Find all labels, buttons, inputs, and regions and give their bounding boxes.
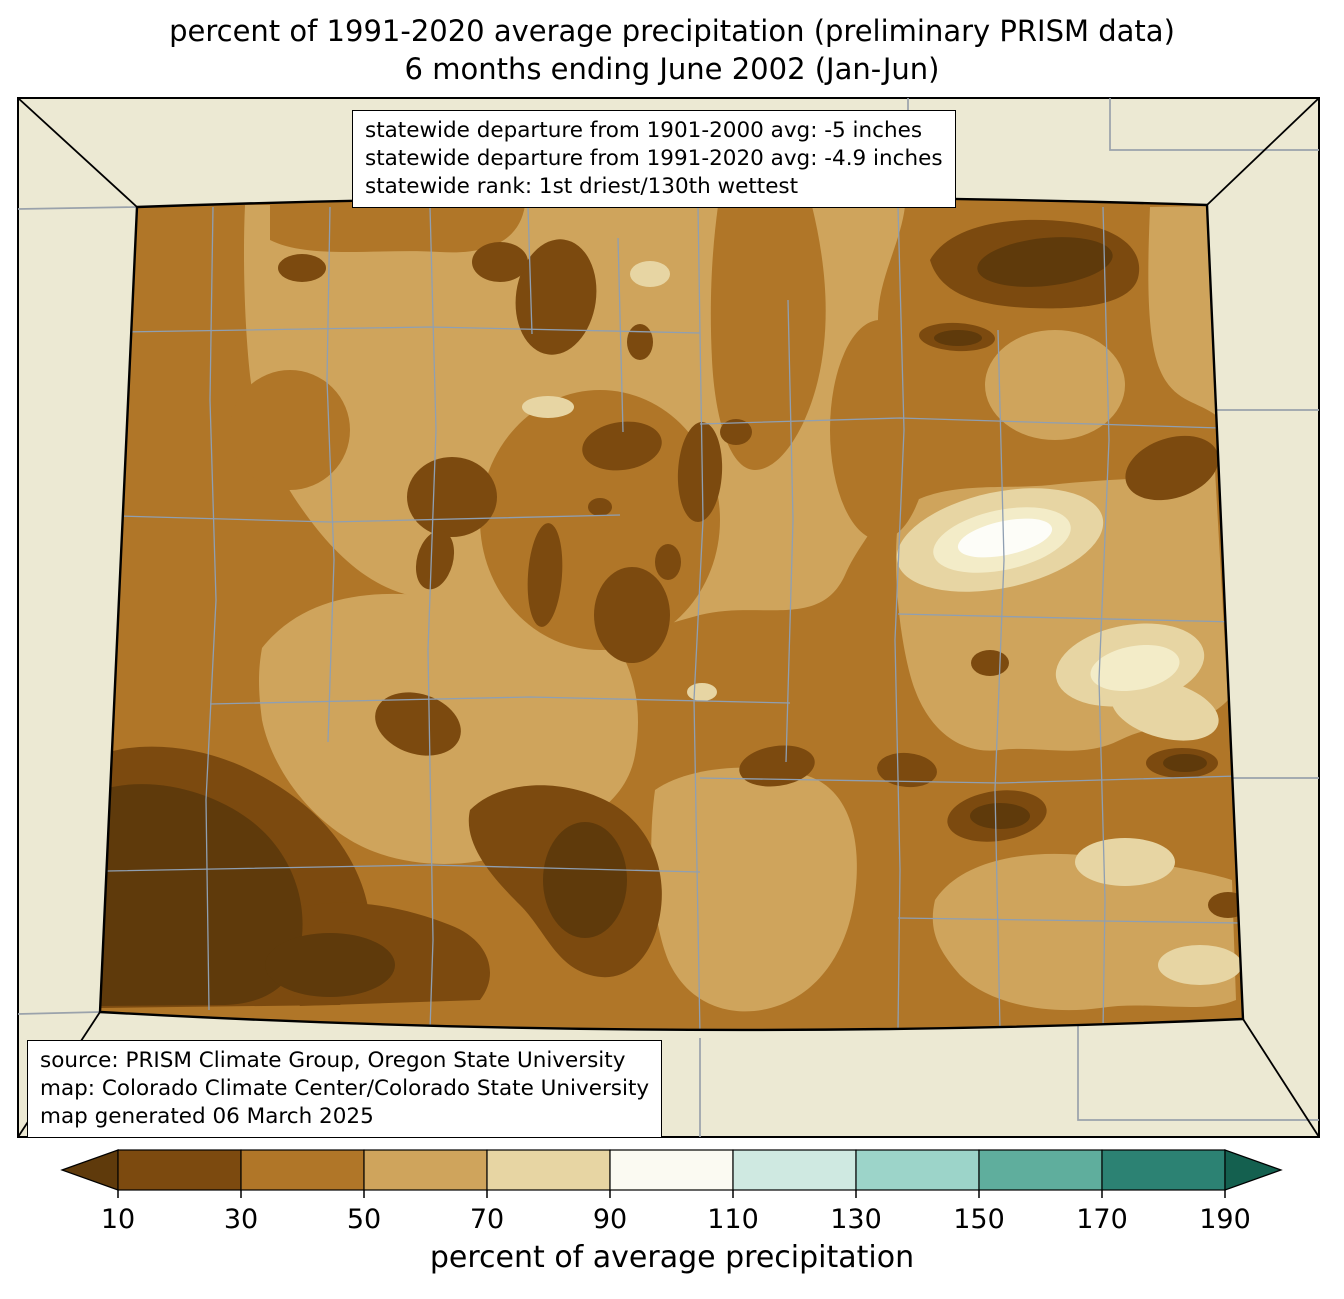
colorbar-segment [363, 1149, 488, 1191]
colorbar: 10 30 50 70 90 110 130 150 170 190 [60, 1149, 1283, 1235]
colorbar-segment [240, 1149, 365, 1191]
tick-label: 90 [593, 1204, 627, 1235]
tick-label: 50 [347, 1204, 381, 1235]
colorbar-segment [486, 1149, 611, 1191]
colorbar-segment [117, 1149, 242, 1191]
colorbar-segment [732, 1149, 857, 1191]
tick-label: 10 [101, 1204, 135, 1235]
colorbar-left-arrow [60, 1149, 119, 1191]
colorbar-segment [978, 1149, 1103, 1191]
title-line-1: percent of 1991-2020 average precipitati… [169, 14, 1175, 48]
tick-label: 110 [707, 1204, 759, 1235]
colorbar-tick-labels: 10 30 50 70 90 110 130 150 170 190 [101, 1204, 1251, 1235]
source-line-1: source: PRISM Climate Group, Oregon Stat… [40, 1048, 626, 1073]
tick-label: 150 [953, 1204, 1005, 1235]
colorado-contour-fills [100, 196, 1243, 1030]
stats-line-1: statewide departure from 1901-2000 avg: … [365, 118, 923, 143]
title-line-2: 6 months ending June 2002 (Jan-Jun) [404, 52, 940, 87]
statewide-stats-box: statewide departure from 1901-2000 avg: … [352, 110, 956, 208]
stats-line-3: statewide rank: 1st driest/130th wettest [365, 173, 799, 199]
colorbar-axis-label: percent of average precipitation [429, 1240, 915, 1275]
colorbar-segment [855, 1149, 980, 1191]
colorbar-segment [1101, 1149, 1226, 1191]
colorbar-ticks [117, 1190, 1226, 1198]
tick-label: 130 [830, 1204, 882, 1235]
tick-label: 170 [1076, 1204, 1128, 1235]
colorbar-right-arrow [1224, 1149, 1283, 1191]
tick-label: 70 [470, 1204, 504, 1235]
tick-label: 30 [224, 1204, 258, 1235]
colorbar-segment [609, 1149, 734, 1191]
tick-label: 190 [1199, 1204, 1251, 1235]
source-line-3: map generated 06 March 2025 [40, 1103, 374, 1129]
stats-line-2: statewide departure from 1991-2020 avg: … [365, 145, 943, 171]
figure-title: percent of 1991-2020 average precipitati… [0, 12, 1344, 89]
county-lines [106, 206, 1241, 1030]
source-attribution-box: source: PRISM Climate Group, Oregon Stat… [27, 1040, 663, 1138]
white-100-patches [957, 518, 1053, 558]
darkest-under-10-blobs [100, 237, 1207, 1006]
source-line-2: map: Colorado Climate Center/Colorado St… [40, 1075, 650, 1101]
